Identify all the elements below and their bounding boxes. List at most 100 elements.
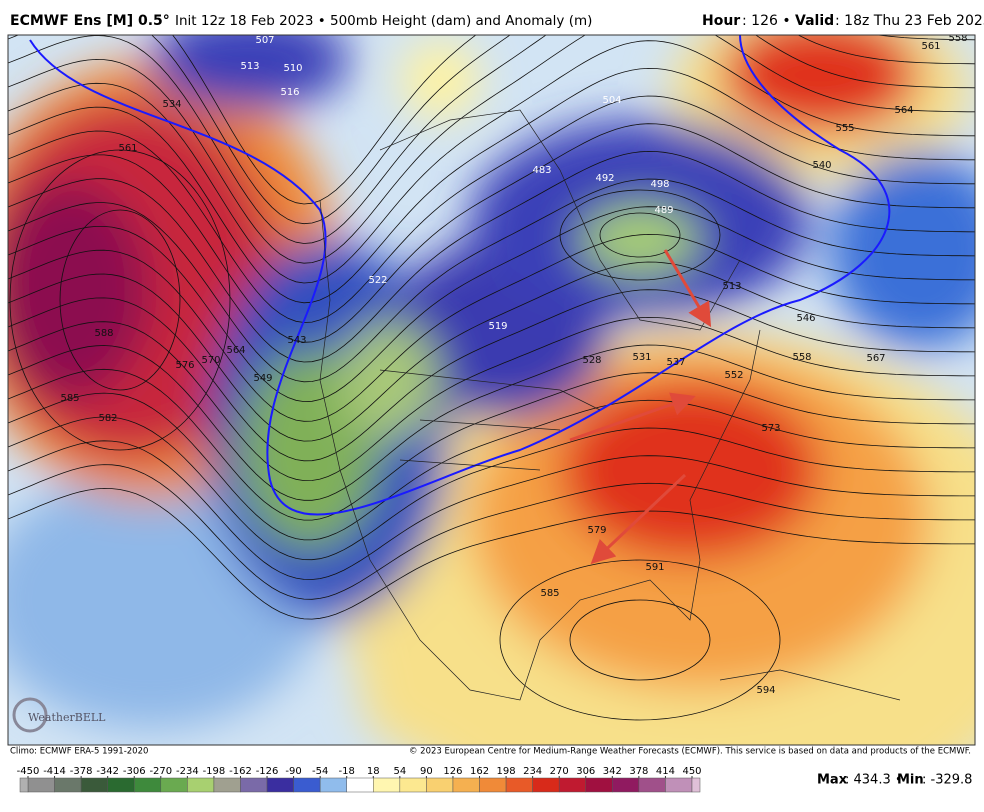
arrow — [590, 473, 687, 565]
arrow — [663, 249, 712, 328]
colorbar-swatch — [612, 777, 640, 793]
colorbar-tick-label: -270 — [149, 766, 172, 777]
colorbar-end — [19, 777, 29, 793]
contour — [8, 206, 975, 403]
contour-label: 573 — [761, 423, 780, 434]
colorbar-swatch — [558, 777, 587, 793]
colorbar-tick-label: 414 — [656, 766, 675, 777]
colorbar-swatch — [346, 777, 374, 793]
contour — [8, 178, 975, 383]
contour-label: 552 — [724, 370, 743, 381]
colorbar-tick-label: -162 — [229, 766, 252, 777]
contour-label: 555 — [835, 123, 854, 134]
colorbar-swatch — [187, 777, 215, 793]
colorbar-tick-label: 126 — [443, 766, 462, 777]
colorbar-tick-label: -126 — [256, 766, 279, 777]
min-label: Min — [897, 773, 924, 788]
contour — [8, 35, 975, 225]
colorbar-tick-label: -342 — [96, 766, 119, 777]
colorbar-tick-label: 342 — [603, 766, 622, 777]
description: Init 12z 18 Feb 2023 • 500mb Height (dam… — [175, 13, 592, 29]
colorbar-swatch — [479, 777, 507, 793]
colorbar-swatch — [426, 777, 454, 793]
climo: Climo: ECMWF ERA-5 1991-2020 — [10, 747, 148, 757]
colorbar-swatch — [585, 777, 613, 793]
contour — [8, 35, 975, 244]
contour-label: 498 — [650, 179, 669, 190]
colorbar-swatch — [240, 777, 268, 793]
logo: WeatherBELL — [28, 711, 106, 724]
contour-label: 561 — [921, 41, 940, 52]
colorbar-swatch — [160, 777, 188, 793]
contour-label: 507 — [255, 35, 274, 46]
colorbar: -450 -414 -378 -342 -306 -270 -234 -198 -162 -126… — [17, 766, 702, 793]
colorbar-tick-label: -306 — [123, 766, 146, 777]
contour — [569, 599, 711, 681]
colorbar-tick-label: 162 — [470, 766, 489, 777]
contour-label: 546 — [796, 313, 815, 324]
colorbar-tick-label: 450 — [682, 766, 701, 777]
colorbar-tick-label: -90 — [285, 766, 301, 777]
contour-label: 558 — [792, 352, 811, 363]
contour-label: 489 — [654, 205, 673, 216]
colorbar-tick-label: 90 — [420, 766, 433, 777]
colorbar-tick-label: -450 — [17, 766, 40, 777]
colorbar-tick-label: -414 — [43, 766, 66, 777]
colorbar-swatch — [266, 777, 294, 793]
colorbar-tick-label: 270 — [550, 766, 569, 777]
colorbar-swatch — [399, 777, 427, 793]
contour-label: 537 — [666, 357, 685, 368]
colorbar-swatch — [54, 777, 82, 793]
contour-label: 528 — [582, 355, 601, 366]
contour — [599, 212, 681, 258]
max-value: : 434.3 • — [845, 773, 903, 788]
colorbar-tick-label: 234 — [523, 766, 542, 777]
contour-label: 516 — [280, 87, 299, 98]
contour-label: 510 — [283, 63, 302, 74]
colorbar-tick-label: -54 — [312, 766, 328, 777]
colorbar-tick-label: -18 — [339, 766, 355, 777]
contour-label: 549 — [253, 373, 272, 384]
colorbar-tick-label: -198 — [203, 766, 226, 777]
colorbar-swatch — [80, 777, 108, 793]
contour-label: 504 — [602, 95, 621, 106]
hour-value: : 126 • — [742, 13, 791, 29]
contour — [8, 67, 975, 304]
contour-label: 576 — [175, 360, 194, 371]
colorbar-swatch — [638, 777, 666, 793]
contour-label: 594 — [756, 685, 775, 696]
logo-icon — [12, 697, 48, 733]
contour-label: 570 — [201, 355, 220, 366]
max-label: Max — [817, 773, 848, 788]
contour-label: 585 — [60, 393, 79, 404]
contour-label: 522 — [368, 275, 387, 286]
contour-label: 582 — [98, 413, 117, 424]
contour-label: 531 — [632, 352, 651, 363]
contour-label: 513 — [240, 61, 259, 72]
contour-label: 519 — [488, 321, 507, 332]
colorbar-tick-label: 18 — [367, 766, 380, 777]
contour-label: 513 — [722, 281, 741, 292]
colorbar-tick-label: -378 — [70, 766, 93, 777]
contour — [8, 344, 975, 501]
model-title: ECMWF Ens [M] 0.5° — [10, 13, 170, 29]
colorbar-swatch — [293, 777, 321, 793]
map-frame — [7, 34, 976, 746]
colorbar-swatch — [373, 777, 401, 793]
contour — [9, 149, 231, 451]
contour — [59, 209, 181, 391]
contour — [8, 487, 975, 620]
contour-label: 540 — [812, 160, 831, 171]
valid-value: : 18z Thu 23 Feb 2023 — [835, 13, 984, 29]
colorbar-end — [691, 777, 701, 793]
contour — [8, 392, 975, 541]
contour-540 — [29, 35, 891, 516]
contour — [8, 95, 975, 323]
contour-label: 588 — [94, 328, 113, 339]
colorbar-tick-label: 378 — [629, 766, 648, 777]
contour — [8, 123, 975, 343]
colorbar-tick-label: -234 — [176, 766, 199, 777]
valid-label: Valid — [795, 13, 834, 29]
